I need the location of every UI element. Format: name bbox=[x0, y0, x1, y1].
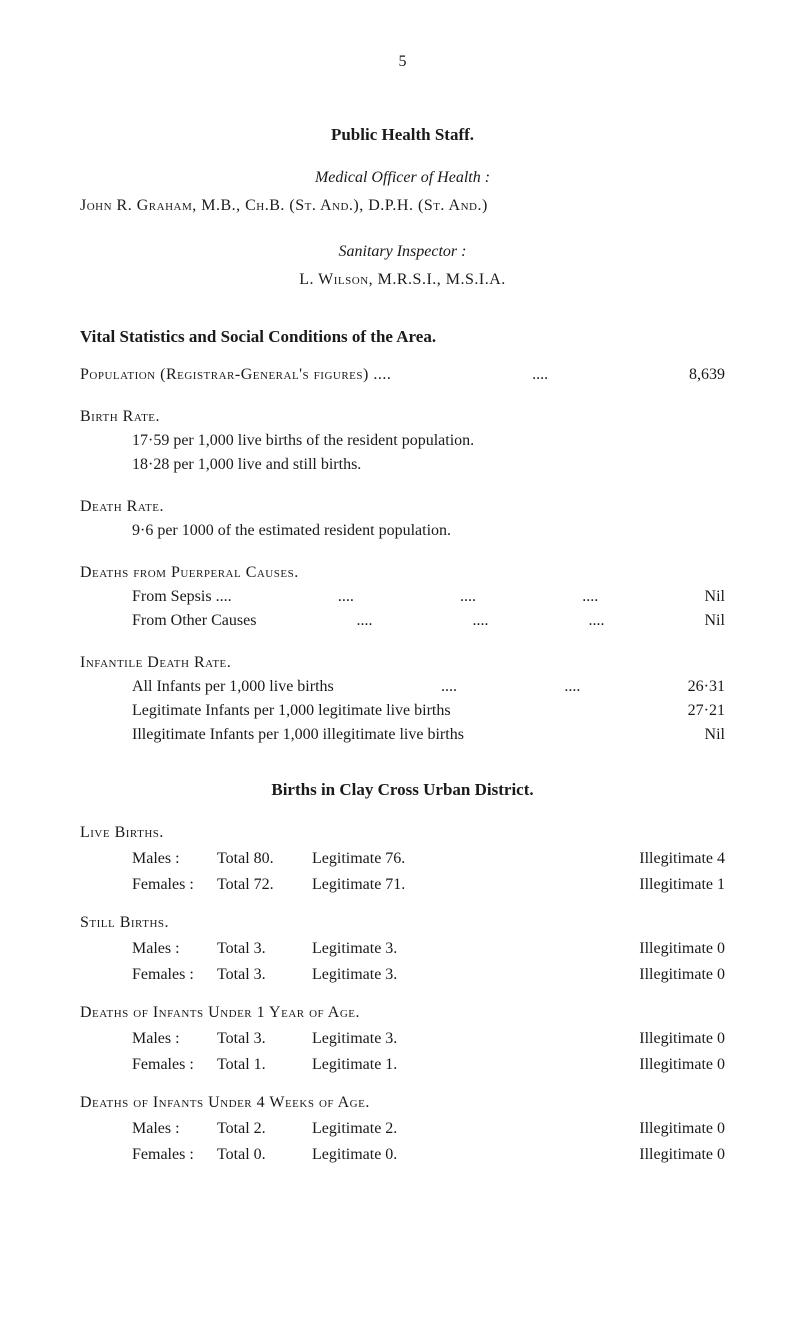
public-health-staff-heading: Public Health Staff. bbox=[80, 122, 725, 148]
population-row: Population (Registrar-General's figures)… bbox=[80, 363, 725, 387]
live-males-total: Total 80. bbox=[217, 847, 312, 871]
live-females-illegit: Illegitimate 1 bbox=[472, 873, 725, 897]
infantile-section: Infantile Death Rate. All Infants per 1,… bbox=[80, 651, 725, 747]
other-dots1: .... bbox=[356, 609, 372, 633]
birth-rate-line1: 17·59 per 1,000 live births of the resid… bbox=[80, 429, 725, 453]
infant-all-dots1: .... bbox=[441, 675, 457, 699]
sepsis-dots3: .... bbox=[582, 585, 598, 609]
under4weeks-males-row: Males : Total 2. Legitimate 2. Illegitim… bbox=[80, 1117, 725, 1141]
infant-illegit-label: Illegitimate Infants per 1,000 illegitim… bbox=[132, 723, 464, 747]
inspector-text: L. Wilson, M.R.S.I., M.S.I.A. bbox=[299, 271, 506, 288]
live-females-gender: Females : bbox=[132, 873, 217, 897]
infant-all-value: 26·31 bbox=[688, 675, 725, 699]
death-rate-line1: 9·6 per 1000 of the estimated resident p… bbox=[80, 519, 725, 543]
sanitary-inspector-label: Sanitary Inspector : bbox=[80, 240, 725, 264]
still-females-total: Total 3. bbox=[217, 963, 312, 987]
under4weeks-section: Deaths of Infants Under 4 Weeks of Age. … bbox=[80, 1091, 725, 1167]
under1year-title: Deaths of Infants Under 1 Year of Age. bbox=[80, 1001, 725, 1025]
still-females-legit: Legitimate 3. bbox=[312, 963, 472, 987]
page-number: 5 bbox=[80, 50, 725, 74]
under1year-females-legit: Legitimate 1. bbox=[312, 1053, 472, 1077]
under1year-males-gender: Males : bbox=[132, 1027, 217, 1051]
medical-officer-name: John R. Graham, M.B., Ch.B. (St. And.), … bbox=[80, 194, 725, 218]
under4weeks-females-legit: Legitimate 0. bbox=[312, 1143, 472, 1167]
population-label: Population (Registrar-General's figures)… bbox=[80, 363, 391, 387]
live-females-total: Total 72. bbox=[217, 873, 312, 897]
under4weeks-females-total: Total 0. bbox=[217, 1143, 312, 1167]
infantile-title: Infantile Death Rate. bbox=[80, 651, 725, 675]
medical-officer-label: Medical Officer of Health : bbox=[80, 166, 725, 190]
sanitary-inspector-name: L. Wilson, M.R.S.I., M.S.I.A. bbox=[80, 268, 725, 292]
other-dots3: .... bbox=[588, 609, 604, 633]
infant-all-dots2: .... bbox=[564, 675, 580, 699]
still-females-row: Females : Total 3. Legitimate 3. Illegit… bbox=[80, 963, 725, 987]
population-dots: .... bbox=[532, 363, 548, 387]
live-males-illegit: Illegitimate 4 bbox=[472, 847, 725, 871]
infant-illegit-row: Illegitimate Infants per 1,000 illegitim… bbox=[80, 723, 725, 747]
sepsis-dots1: .... bbox=[338, 585, 354, 609]
under4weeks-males-gender: Males : bbox=[132, 1117, 217, 1141]
sepsis-value: Nil bbox=[705, 585, 725, 609]
infant-illegit-value: Nil bbox=[705, 723, 725, 747]
birth-rate-title: Birth Rate. bbox=[80, 405, 725, 429]
still-males-total: Total 3. bbox=[217, 937, 312, 961]
other-dots2: .... bbox=[472, 609, 488, 633]
still-females-illegit: Illegitimate 0 bbox=[472, 963, 725, 987]
under4weeks-title: Deaths of Infants Under 4 Weeks of Age. bbox=[80, 1091, 725, 1115]
officer-text: John R. Graham, M.B., Ch.B. (St. And.), … bbox=[80, 197, 488, 214]
other-label: From Other Causes bbox=[132, 609, 256, 633]
still-males-row: Males : Total 3. Legitimate 3. Illegitim… bbox=[80, 937, 725, 961]
puerperal-section: Deaths from Puerperal Causes. From Sepsi… bbox=[80, 561, 725, 633]
under1year-females-total: Total 1. bbox=[217, 1053, 312, 1077]
infant-all-row: All Infants per 1,000 live births .... .… bbox=[80, 675, 725, 699]
under1year-males-illegit: Illegitimate 0 bbox=[472, 1027, 725, 1051]
live-males-gender: Males : bbox=[132, 847, 217, 871]
under1year-males-row: Males : Total 3. Legitimate 3. Illegitim… bbox=[80, 1027, 725, 1051]
under1year-males-legit: Legitimate 3. bbox=[312, 1027, 472, 1051]
live-females-legit: Legitimate 71. bbox=[312, 873, 472, 897]
vital-statistics-heading: Vital Statistics and Social Conditions o… bbox=[80, 324, 725, 350]
births-clay-heading: Births in Clay Cross Urban District. bbox=[80, 777, 725, 803]
live-males-legit: Legitimate 76. bbox=[312, 847, 472, 871]
under4weeks-females-illegit: Illegitimate 0 bbox=[472, 1143, 725, 1167]
live-females-row: Females : Total 72. Legitimate 71. Illeg… bbox=[80, 873, 725, 897]
puerperal-title: Deaths from Puerperal Causes. bbox=[80, 561, 725, 585]
still-females-gender: Females : bbox=[132, 963, 217, 987]
still-males-legit: Legitimate 3. bbox=[312, 937, 472, 961]
death-rate-section: Death Rate. 9·6 per 1000 of the estimate… bbox=[80, 495, 725, 543]
live-births-section: Live Births. Males : Total 80. Legitimat… bbox=[80, 821, 725, 897]
death-rate-title: Death Rate. bbox=[80, 495, 725, 519]
sepsis-label: From Sepsis .... bbox=[132, 585, 232, 609]
still-males-illegit: Illegitimate 0 bbox=[472, 937, 725, 961]
under1year-females-illegit: Illegitimate 0 bbox=[472, 1053, 725, 1077]
still-births-section: Still Births. Males : Total 3. Legitimat… bbox=[80, 911, 725, 987]
under4weeks-males-illegit: Illegitimate 0 bbox=[472, 1117, 725, 1141]
still-males-gender: Males : bbox=[132, 937, 217, 961]
birth-rate-section: Birth Rate. 17·59 per 1,000 live births … bbox=[80, 405, 725, 477]
under1year-section: Deaths of Infants Under 1 Year of Age. M… bbox=[80, 1001, 725, 1077]
still-births-title: Still Births. bbox=[80, 911, 725, 935]
under1year-females-gender: Females : bbox=[132, 1053, 217, 1077]
other-causes-row: From Other Causes .... .... .... Nil bbox=[80, 609, 725, 633]
other-value: Nil bbox=[705, 609, 725, 633]
infant-all-label: All Infants per 1,000 live births bbox=[132, 675, 334, 699]
infant-legit-value: 27·21 bbox=[688, 699, 725, 723]
birth-rate-line2: 18·28 per 1,000 live and still births. bbox=[80, 453, 725, 477]
sepsis-row: From Sepsis .... .... .... .... Nil bbox=[80, 585, 725, 609]
population-value: 8,639 bbox=[689, 363, 725, 387]
under1year-males-total: Total 3. bbox=[217, 1027, 312, 1051]
sepsis-dots2: .... bbox=[460, 585, 476, 609]
under4weeks-females-row: Females : Total 0. Legitimate 0. Illegit… bbox=[80, 1143, 725, 1167]
infant-legit-row: Legitimate Infants per 1,000 legitimate … bbox=[80, 699, 725, 723]
under4weeks-males-total: Total 2. bbox=[217, 1117, 312, 1141]
under4weeks-males-legit: Legitimate 2. bbox=[312, 1117, 472, 1141]
under1year-females-row: Females : Total 1. Legitimate 1. Illegit… bbox=[80, 1053, 725, 1077]
live-males-row: Males : Total 80. Legitimate 76. Illegit… bbox=[80, 847, 725, 871]
infant-legit-label: Legitimate Infants per 1,000 legitimate … bbox=[132, 699, 451, 723]
live-births-title: Live Births. bbox=[80, 821, 725, 845]
population-label-text: Population (Registrar-General's figures)… bbox=[80, 366, 391, 383]
under4weeks-females-gender: Females : bbox=[132, 1143, 217, 1167]
